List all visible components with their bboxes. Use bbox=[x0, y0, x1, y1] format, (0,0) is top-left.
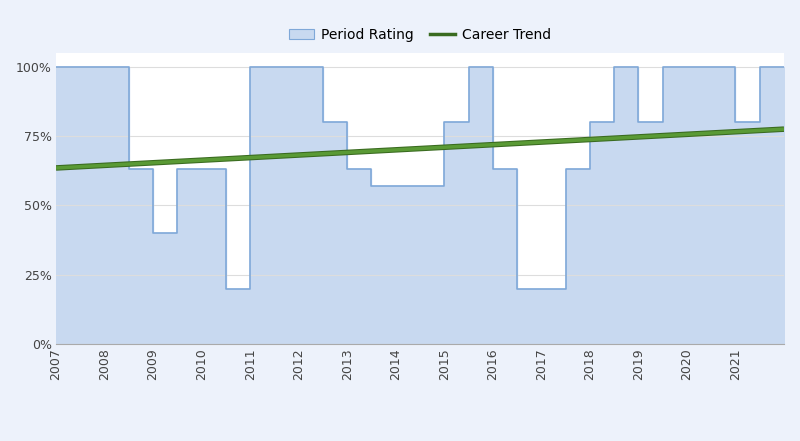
Legend: Period Rating, Career Trend: Period Rating, Career Trend bbox=[283, 22, 557, 47]
